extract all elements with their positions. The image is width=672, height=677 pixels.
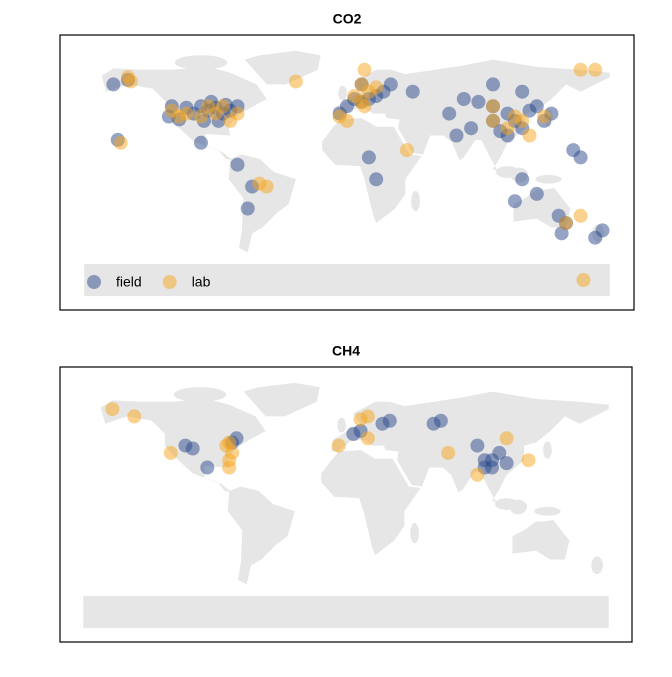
point xyxy=(240,201,255,216)
point xyxy=(123,74,138,89)
point xyxy=(470,467,485,482)
point xyxy=(529,186,544,201)
point xyxy=(449,128,464,143)
point xyxy=(499,456,514,471)
point xyxy=(383,77,398,92)
legend-marker xyxy=(87,275,101,289)
point xyxy=(360,409,375,424)
point xyxy=(507,194,522,209)
point xyxy=(576,273,591,288)
chart-title: CH4 xyxy=(332,343,360,359)
point xyxy=(346,426,361,441)
point xyxy=(185,441,200,456)
point xyxy=(470,438,485,453)
point xyxy=(288,74,303,89)
point xyxy=(382,413,397,428)
point xyxy=(332,109,347,124)
point xyxy=(486,113,500,128)
point xyxy=(537,109,552,124)
point xyxy=(105,402,120,417)
panel-frame xyxy=(59,366,633,643)
point xyxy=(433,413,448,428)
point xyxy=(194,135,208,150)
point xyxy=(573,208,588,223)
panel-frame xyxy=(59,34,635,311)
point xyxy=(331,438,346,453)
chart-title: CO2 xyxy=(333,11,362,27)
panel xyxy=(83,382,609,629)
point xyxy=(357,62,372,77)
land xyxy=(83,382,609,629)
point xyxy=(595,223,610,238)
point xyxy=(361,150,376,165)
legend-label: lab xyxy=(192,274,211,290)
point xyxy=(500,121,515,136)
point xyxy=(172,109,187,124)
point xyxy=(529,99,544,114)
point xyxy=(486,99,500,114)
legend-label: field xyxy=(116,274,142,290)
panel xyxy=(84,50,610,297)
point xyxy=(492,445,507,460)
point xyxy=(486,77,500,92)
point xyxy=(215,99,230,114)
point xyxy=(573,62,588,77)
point xyxy=(559,216,573,231)
point xyxy=(471,94,486,109)
point xyxy=(442,106,457,121)
point xyxy=(357,99,372,114)
point xyxy=(499,431,514,446)
legend-marker xyxy=(162,275,177,289)
point xyxy=(230,106,245,121)
point xyxy=(354,77,369,92)
point xyxy=(515,84,530,99)
point xyxy=(347,89,362,104)
point xyxy=(399,143,414,158)
point xyxy=(522,128,537,143)
point xyxy=(200,460,215,475)
point xyxy=(369,80,384,95)
point xyxy=(106,77,121,92)
point xyxy=(588,62,603,77)
point xyxy=(360,431,375,446)
point xyxy=(113,135,128,150)
point xyxy=(464,121,479,136)
point xyxy=(369,172,384,187)
point xyxy=(521,453,536,468)
point xyxy=(127,409,142,424)
point xyxy=(405,84,420,99)
point xyxy=(163,445,178,460)
point xyxy=(230,157,245,172)
point xyxy=(573,150,588,165)
point xyxy=(259,179,274,194)
point xyxy=(222,460,237,475)
land xyxy=(84,50,610,297)
point xyxy=(194,109,208,124)
point xyxy=(441,445,456,460)
point xyxy=(515,113,530,128)
point xyxy=(515,172,530,187)
point xyxy=(456,92,471,106)
